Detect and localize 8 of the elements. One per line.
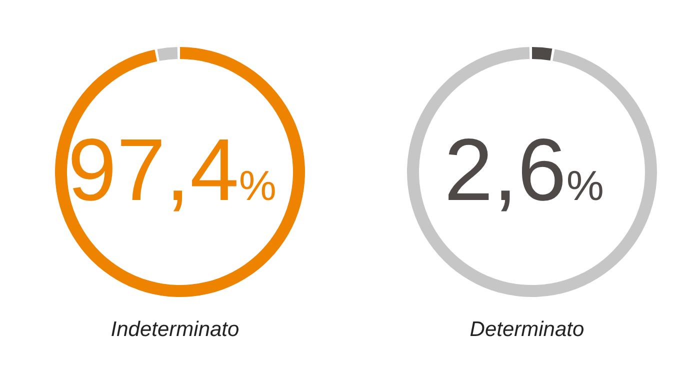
donut-slice <box>55 47 305 297</box>
donut-slice <box>157 47 178 61</box>
donut-slice <box>407 47 657 297</box>
text: 97,4% <box>68 120 276 219</box>
donut-slice <box>532 47 552 60</box>
text: 2,6% <box>444 120 604 219</box>
text: Indeterminato <box>110 318 240 342</box>
text: Determinato <box>468 318 586 342</box>
